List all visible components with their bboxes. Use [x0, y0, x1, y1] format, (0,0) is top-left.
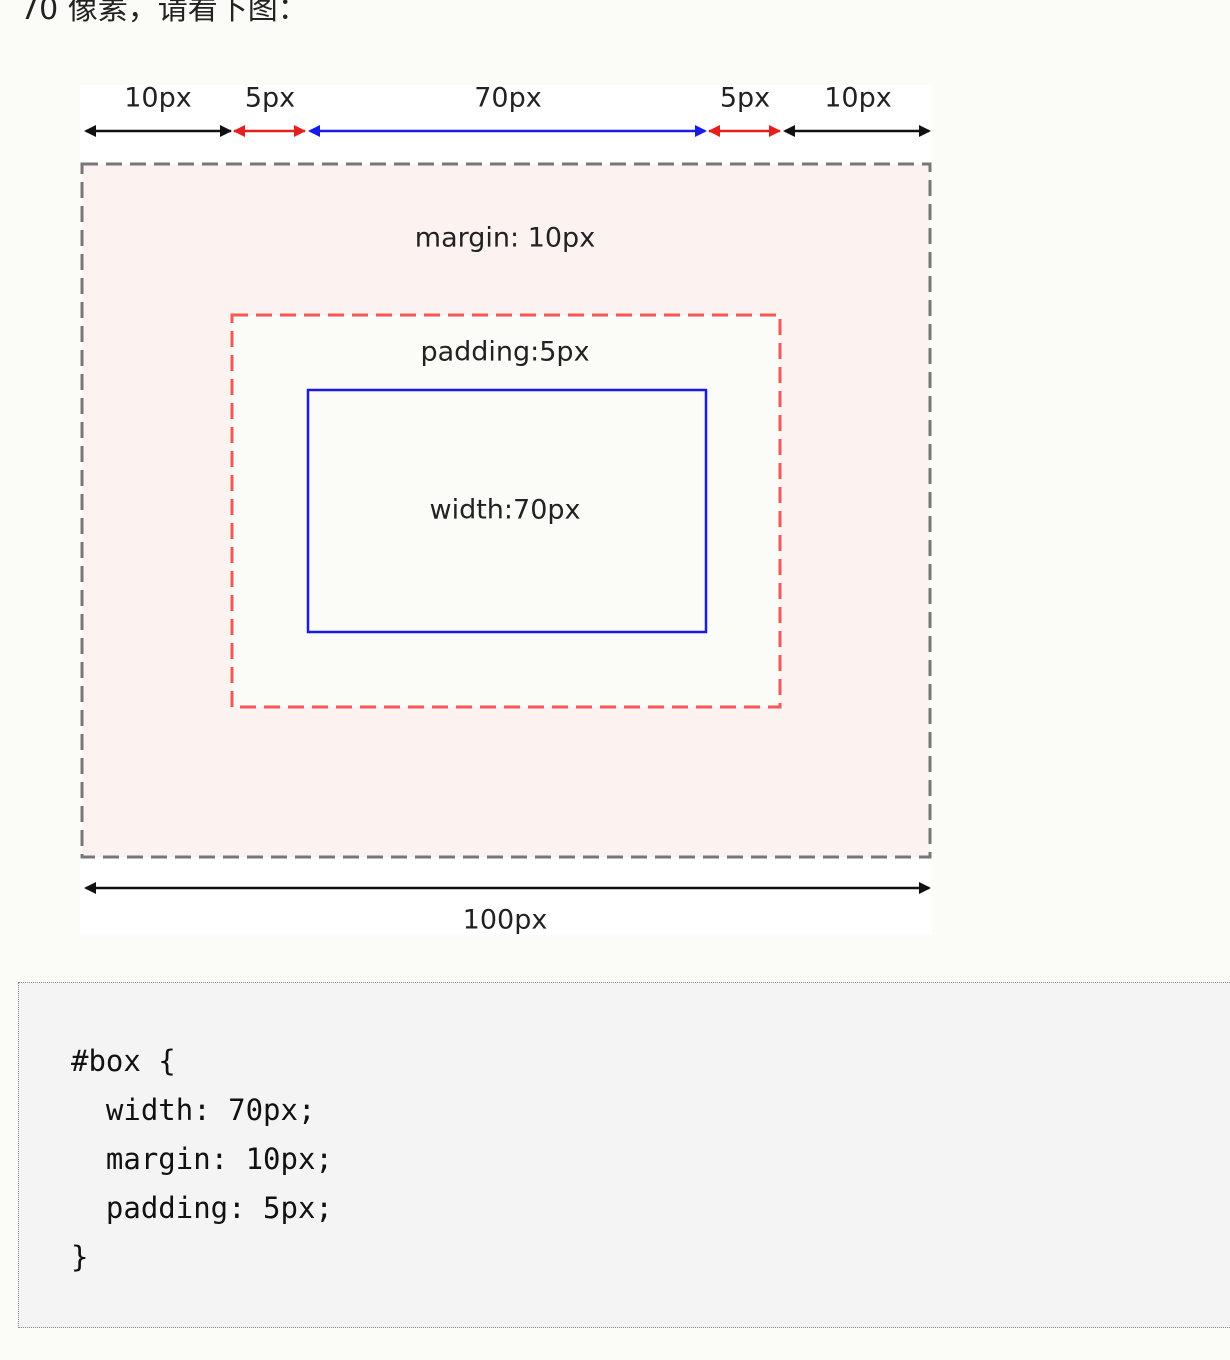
dimension-label: 5px — [720, 83, 770, 114]
code: #box { width: 70px; margin: 10px; paddin… — [71, 1037, 1230, 1282]
margin-label: margin: 10px — [415, 223, 595, 254]
dimension-arrows — [84, 125, 931, 894]
dimension-label: 5px — [245, 83, 295, 114]
arrow-head — [294, 125, 306, 137]
arrow-head — [308, 125, 320, 137]
arrow-head — [84, 882, 96, 894]
dimension-label: 10px — [124, 83, 191, 114]
arrow-head — [769, 125, 781, 137]
code-line: } — [71, 1240, 89, 1274]
code-line: padding: 5px; — [71, 1191, 333, 1225]
arrow-head — [84, 125, 96, 137]
content-box — [306, 388, 708, 634]
arrow-head — [695, 125, 707, 137]
code-line: #box { — [71, 1044, 176, 1078]
dimension-label: 70px — [474, 83, 541, 114]
intro-text: 70 像素，请看下图： — [20, 0, 308, 27]
content-label: width:70px — [430, 495, 581, 526]
code-line: width: 70px; — [71, 1093, 316, 1127]
padding-label: padding:5px — [420, 337, 589, 368]
arrow-head — [233, 125, 245, 137]
total-label: 100px — [463, 905, 548, 936]
arrow-head — [220, 125, 232, 137]
arrow-head — [919, 882, 931, 894]
arrow-head — [919, 125, 931, 137]
box-model-diagram: 10px 5px 70px 5px 10px margin: 10px padd… — [80, 83, 932, 936]
dimension-label: 10px — [824, 83, 891, 114]
arrow-head — [783, 125, 795, 137]
code-line: margin: 10px; — [71, 1142, 333, 1176]
arrow-head — [708, 125, 720, 137]
code-block: #box { width: 70px; margin: 10px; paddin… — [18, 982, 1230, 1328]
